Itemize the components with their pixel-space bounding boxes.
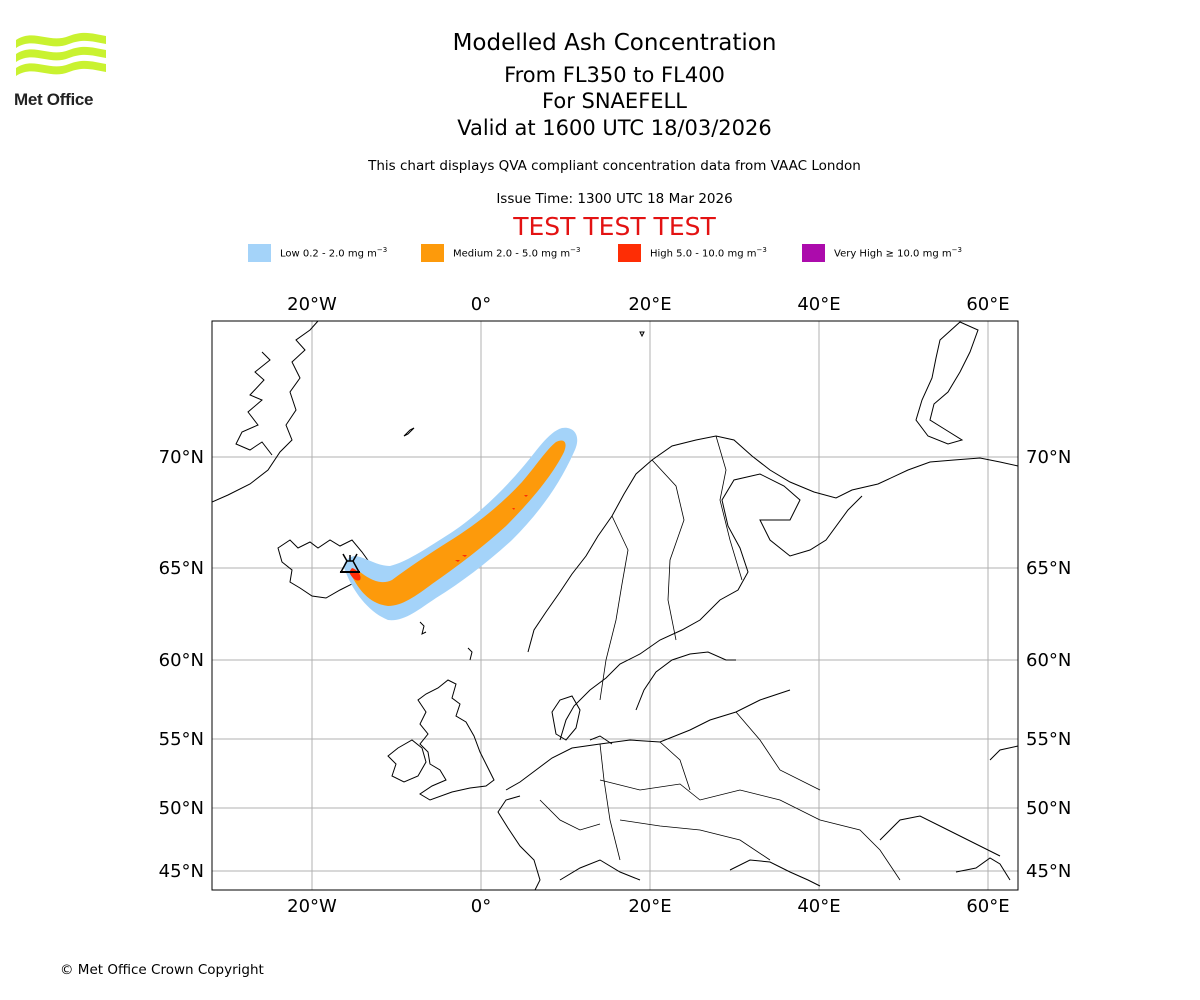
legend-swatch-high [618, 244, 641, 262]
lon-label: 60°E [966, 896, 1009, 917]
legend-label-high: High 5.0 - 10.0 mg m−3 [650, 246, 767, 260]
chart-subtitle: This chart displays QVA compliant concen… [368, 158, 861, 174]
lat-label: 50°N [159, 798, 204, 819]
lat-label: 70°N [1026, 447, 1071, 468]
valid-time: Valid at 1600 UTC 18/03/2026 [457, 116, 772, 140]
lat-label: 65°N [159, 558, 204, 579]
legend-label-very-high: Very High ≥ 10.0 mg m−3 [834, 246, 962, 260]
lat-label: 60°N [159, 650, 204, 671]
country-borders [539, 435, 901, 881]
coast-ireland [387, 739, 427, 783]
lat-label: 45°N [1026, 861, 1071, 882]
lat-label: 70°N [159, 447, 204, 468]
lat-labels-left: 70°N 65°N 60°N 55°N 50°N 45°N [159, 447, 204, 882]
copyright-notice: © Met Office Crown Copyright [60, 962, 264, 978]
legend-swatch-very-high [802, 244, 825, 262]
lat-label: 65°N [1026, 558, 1071, 579]
lon-label: 40°E [797, 294, 840, 315]
lon-label: 20°W [287, 294, 337, 315]
lat-label: 55°N [159, 729, 204, 750]
logo-text: Met Office [14, 90, 94, 109]
lat-label: 50°N [1026, 798, 1071, 819]
coast-great-britain [417, 679, 495, 801]
lon-label: 20°W [287, 896, 337, 917]
map-frame [211, 320, 1019, 891]
volcano-name: For SNAEFELL [542, 89, 687, 113]
lat-labels-right: 70°N 65°N 60°N 55°N 50°N 45°N [1026, 447, 1071, 882]
volcano-symbol-icon [339, 553, 361, 573]
legend-swatch-low [248, 244, 271, 262]
coast-novaya-zemlya [915, 321, 979, 445]
ash-zone-low [344, 427, 578, 621]
lon-label: 0° [471, 294, 491, 315]
lat-label: 60°N [1026, 650, 1071, 671]
flight-level-range: From FL350 to FL400 [504, 63, 725, 87]
map-area [212, 321, 1018, 890]
lon-label: 60°E [966, 294, 1009, 315]
lat-label: 45°N [159, 861, 204, 882]
lon-label: 0° [471, 896, 491, 917]
legend-swatch-medium [421, 244, 444, 262]
met-office-waves-icon [16, 32, 106, 76]
coast-scandinavia [527, 435, 1018, 653]
lon-label: 20°E [628, 294, 671, 315]
met-office-logo: Met Office [14, 30, 109, 112]
coast-greenland [212, 321, 319, 503]
issue-time: Issue Time: 1300 UTC 18 Mar 2026 [496, 191, 733, 207]
lat-label: 55°N [1026, 729, 1071, 750]
lon-labels-top: 20°W 0° 20°E 40°E 60°E [287, 294, 1009, 315]
legend-label-low: Low 0.2 - 2.0 mg m−3 [280, 246, 388, 260]
legend-label-medium: Medium 2.0 - 5.0 mg m−3 [453, 246, 581, 260]
lon-label: 40°E [797, 896, 840, 917]
ash-zone-medium [350, 440, 566, 606]
graticule [212, 321, 1018, 890]
lon-label: 20°E [628, 896, 671, 917]
coastlines [212, 321, 1018, 890]
chart-title: Modelled Ash Concentration [452, 30, 777, 56]
test-banner: TEST TEST TEST [513, 212, 716, 241]
lon-labels-bottom: 20°W 0° 20°E 40°E 60°E [287, 896, 1009, 917]
